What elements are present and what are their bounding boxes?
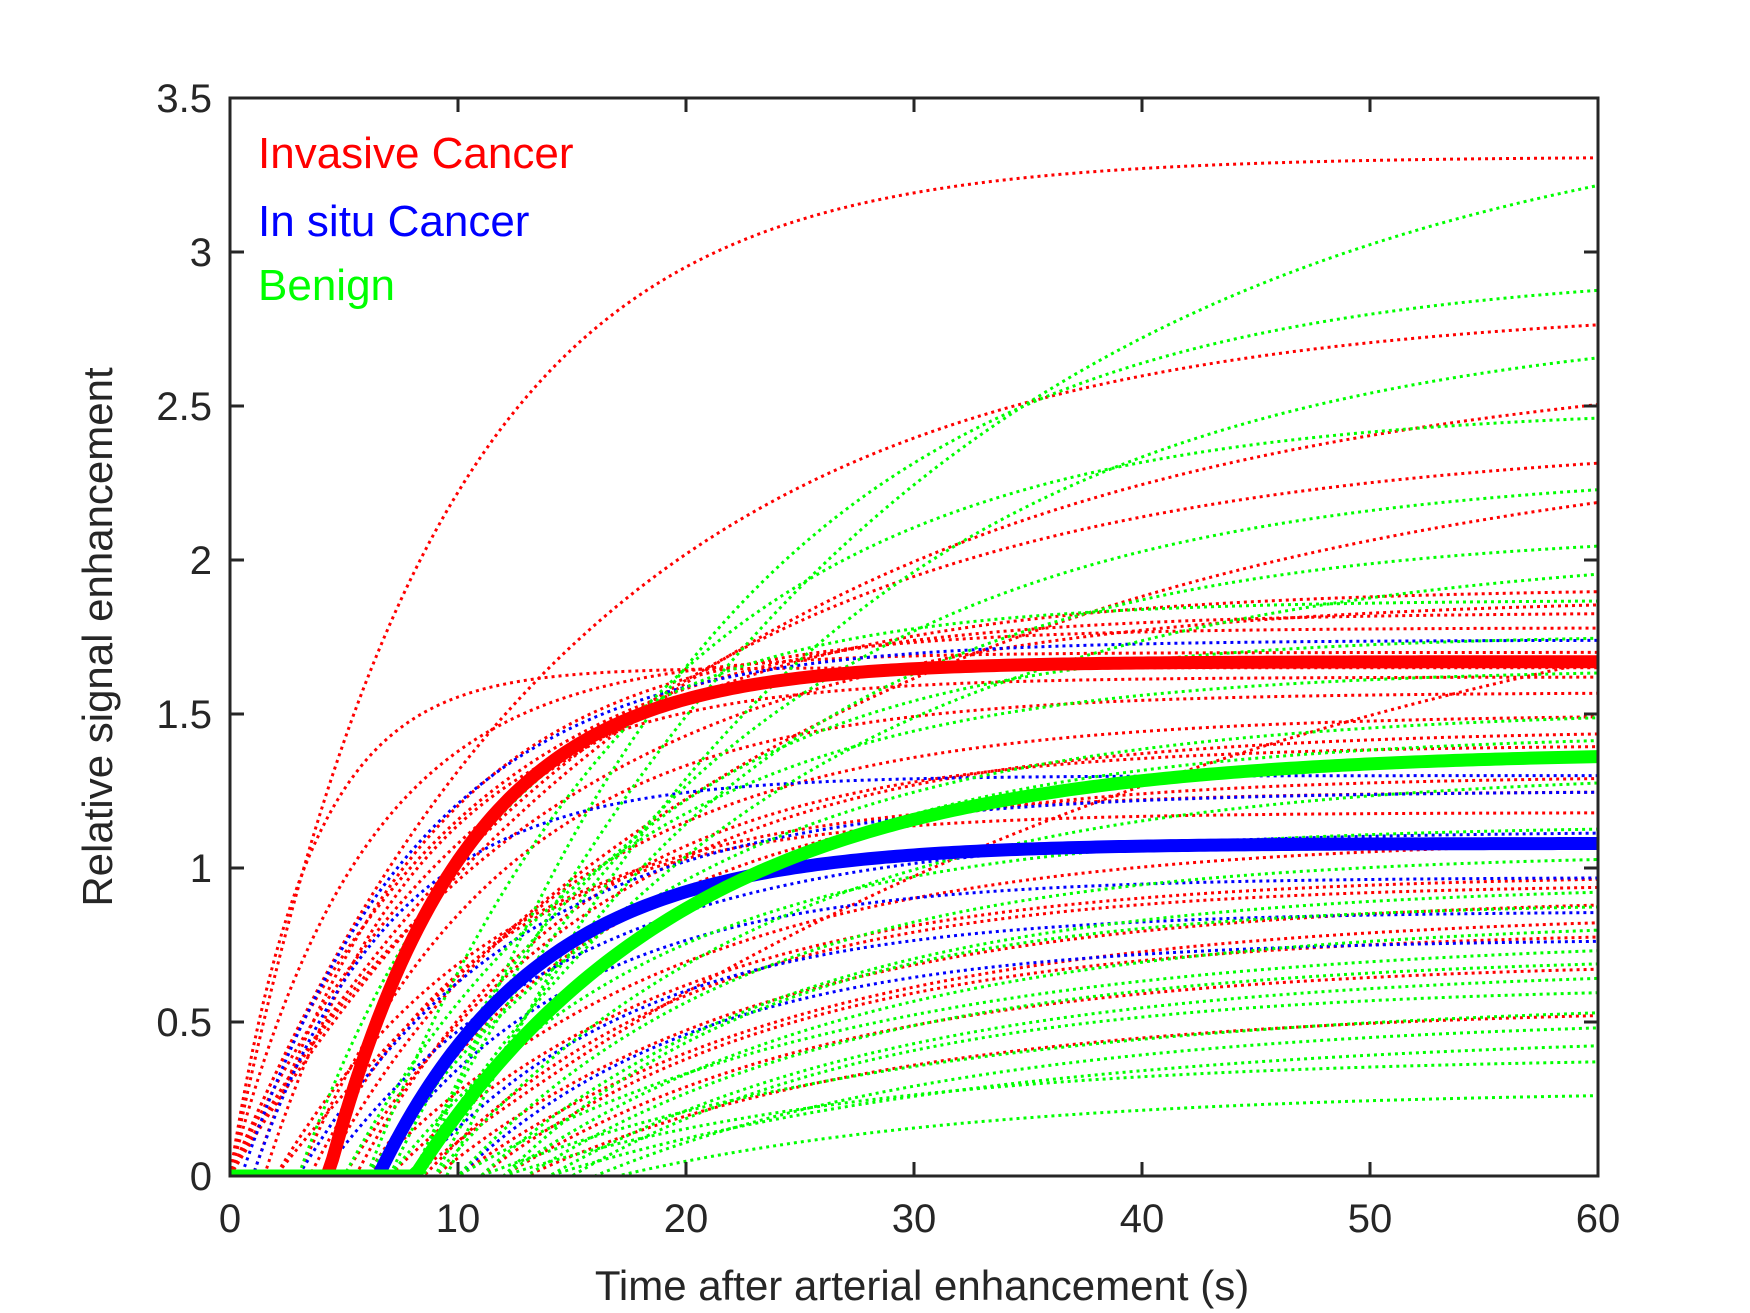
- mean-curve-0: [230, 655, 1598, 1176]
- x-tick-label-2: 20: [664, 1197, 709, 1241]
- mean-curve-1: [230, 837, 1598, 1176]
- invasive-curve-27: [230, 1014, 1598, 1176]
- invasive-curve-24: [230, 921, 1598, 1176]
- invasive-curve-5: [230, 659, 1598, 1176]
- y-axis-label: Relative signal enhancement: [74, 367, 121, 907]
- benign-curve-59: [230, 1044, 1598, 1176]
- invasive-curve-1: [230, 323, 1598, 1176]
- benign-curve-51: [230, 905, 1598, 1176]
- benign-curve-58: [230, 1026, 1598, 1176]
- x-tick-label-5: 50: [1348, 1197, 1393, 1241]
- y-tick-label-4: 2: [190, 539, 212, 583]
- invasive-curve-2: [230, 403, 1598, 1176]
- invasive-curve-14: [230, 715, 1598, 1176]
- invasive-curve-10: [230, 650, 1598, 1176]
- y-tick-label-2: 1: [190, 847, 212, 891]
- y-tick-label-6: 3: [190, 231, 212, 275]
- y-tick-label-7: 3.5: [156, 77, 212, 121]
- axis-ticks: [228, 96, 1600, 1178]
- legend-label-invasive-cancer: Invasive Cancer: [258, 129, 573, 178]
- benign-curve-49: [230, 858, 1598, 1176]
- x-tick-label-4: 40: [1120, 1197, 1165, 1241]
- benign-curve-45: [230, 716, 1598, 1176]
- plot-area-background: [230, 98, 1598, 1176]
- benign-curve-47: [230, 781, 1598, 1176]
- x-tick-label-1: 10: [436, 1197, 481, 1241]
- legend-label-benign: Benign: [258, 261, 395, 310]
- invasive-curve-7: [230, 603, 1598, 1176]
- mean-curve-2: [230, 750, 1598, 1176]
- mean-curves-layer: [230, 655, 1598, 1176]
- invasive-curve-20: [230, 842, 1598, 1176]
- invasive-curve-15: [230, 732, 1598, 1176]
- benign-curve-39: [230, 488, 1598, 1176]
- invasive-curve-16: [230, 745, 1598, 1176]
- legend-label-in-situ-cancer: In situ Cancer: [258, 197, 529, 246]
- x-tick-label-3: 30: [892, 1197, 937, 1241]
- benign-curve-38: [230, 416, 1598, 1176]
- x-tick-label-6: 60: [1576, 1197, 1621, 1241]
- y-tick-label-0: 0: [190, 1155, 212, 1199]
- x-axis-label: Time after arterial enhancement (s): [595, 1262, 1249, 1309]
- insitu-curve-31: [230, 831, 1598, 1176]
- invasive-curve-9: [230, 626, 1598, 1176]
- insitu-curve-34: [230, 939, 1598, 1176]
- x-tick-label-0: 0: [219, 1197, 241, 1241]
- benign-curve-56: [230, 991, 1598, 1176]
- benign-curve-57: [230, 1011, 1598, 1176]
- benign-curve-44: [230, 671, 1598, 1176]
- y-tick-label-1: 0.5: [156, 1001, 212, 1045]
- invasive-curve-3: [230, 461, 1598, 1176]
- legend: Invasive Cancer In situ Cancer Benign: [258, 129, 573, 310]
- benign-curve-52: [230, 928, 1598, 1176]
- benign-curve-53: [230, 949, 1598, 1176]
- benign-curve-48: [230, 827, 1598, 1176]
- benign-curve-54: [230, 962, 1598, 1176]
- benign-curve-55: [230, 976, 1598, 1176]
- benign-curve-61: [230, 1094, 1598, 1176]
- invasive-curve-8: [230, 612, 1598, 1176]
- invasive-curve-4: [230, 500, 1598, 1176]
- invasive-curve-0: [230, 156, 1598, 1176]
- invasive-curve-22: [230, 885, 1598, 1176]
- y-tick-label-3: 1.5: [156, 693, 212, 737]
- axis-tick-labels: 0 10 20 30 40 50 60 0 0.5 1 1.5 2 2.5 3 3.5: [156, 77, 1620, 1241]
- invasive-curve-11: [230, 666, 1598, 1176]
- y-tick-label-5: 2.5: [156, 385, 212, 429]
- invasive-curve-12: [230, 675, 1598, 1176]
- insitu-curve-33: [230, 911, 1598, 1176]
- benign-curve-60: [230, 1060, 1598, 1176]
